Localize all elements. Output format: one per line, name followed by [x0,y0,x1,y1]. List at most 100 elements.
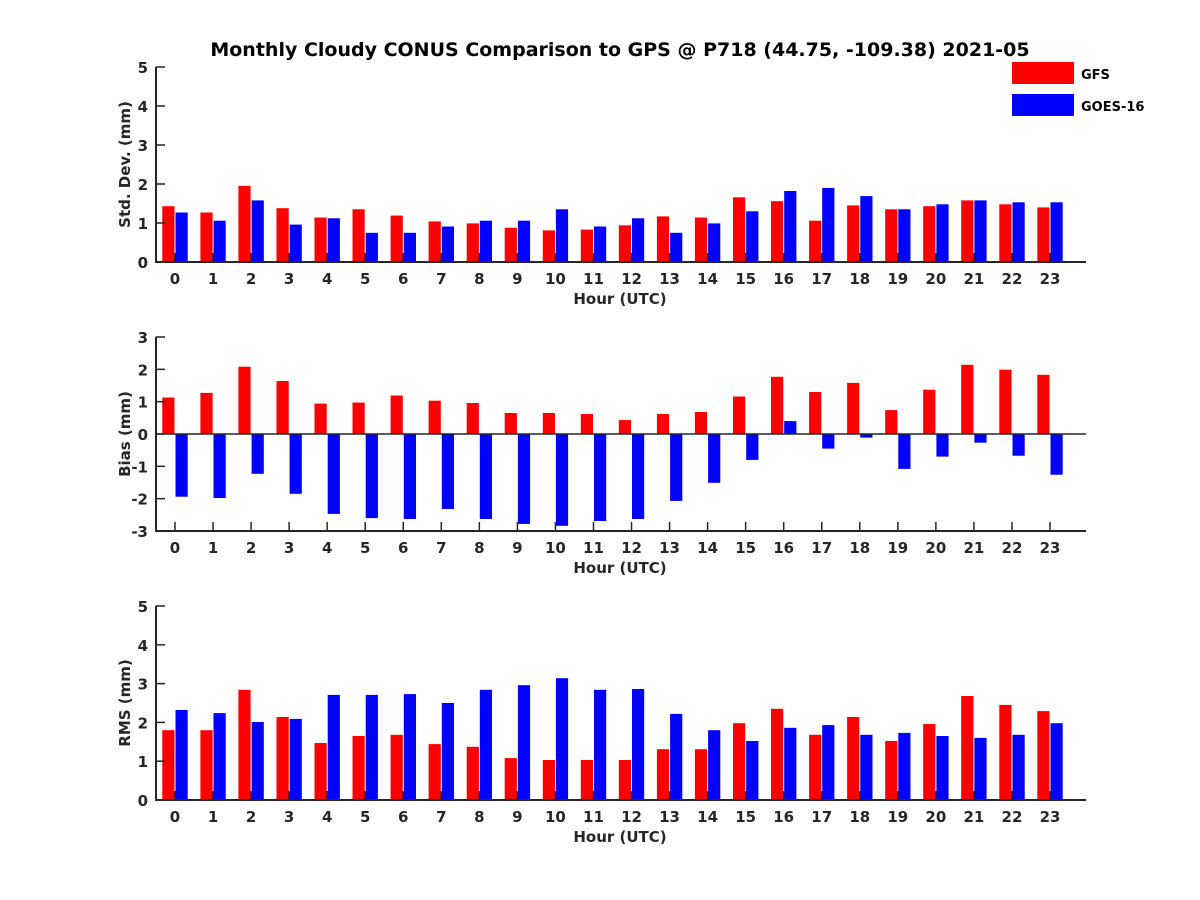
bar-goes-16-hour-22 [1012,202,1025,262]
x-tick-label: 3 [284,539,294,557]
bar-gfs-hour-14 [694,412,708,434]
legend-label-goes-16: GOES-16 [1081,100,1144,115]
bar-goes-16-hour-1 [213,713,226,800]
bar-goes-16-hour-20 [936,204,949,262]
x-tick-label: 15 [735,808,756,826]
bar-goes-16-hour-6 [403,694,416,800]
bar-gfs-hour-12 [618,225,631,262]
x-tick-label: 0 [170,539,180,557]
x-tick-label: 7 [436,808,446,826]
bar-gfs-hour-21 [961,200,974,262]
bar-goes-16-hour-1 [213,434,226,498]
bar-gfs-hour-22 [999,204,1012,262]
bar-gfs-hour-19 [885,209,898,262]
x-tick-label: 20 [925,270,946,288]
x-tick-label: 18 [849,539,870,557]
y-tick-label: 0 [138,792,148,810]
bar-gfs-hour-2 [238,366,251,434]
bar-gfs-hour-4 [314,743,327,800]
legend-label-gfs: GFS [1081,68,1110,83]
y-tick-label: 4 [138,637,148,655]
bar-goes-16-hour-12 [632,434,645,519]
bar-goes-16-hour-6 [403,232,416,263]
bar-goes-16-hour-4 [327,694,340,800]
bar-gfs-hour-0 [162,397,175,434]
bar-goes-16-hour-13 [670,434,683,501]
bar-goes-16-hour-17 [822,187,835,262]
bar-goes-16-hour-2 [251,434,264,474]
x-tick-label: 19 [887,539,908,557]
bar-gfs-hour-18 [847,205,860,262]
bar-goes-16-hour-14 [708,223,721,262]
bar-gfs-hour-16 [771,376,784,434]
y-tick-label: 5 [138,59,148,77]
bar-goes-16-hour-3 [289,224,302,262]
bar-goes-16-hour-18 [860,196,873,262]
bar-gfs-hour-5 [352,209,365,262]
bar-gfs-hour-16 [771,201,784,262]
x-tick-label: 21 [963,539,984,557]
bar-gfs-hour-9 [504,227,517,262]
bar-gfs-hour-11 [580,229,593,262]
x-tick-label: 12 [621,539,642,557]
bar-goes-16-hour-19 [898,732,911,800]
x-tick-label: 13 [659,270,680,288]
bar-goes-16-hour-10 [555,434,569,526]
x-tick-label: 14 [697,270,718,288]
y-tick-label: 0 [138,254,148,272]
bar-gfs-hour-1 [200,392,213,434]
bar-gfs-hour-14 [694,217,708,262]
x-tick-label: 16 [773,539,794,557]
bar-goes-16-hour-15 [746,741,759,800]
bar-goes-16-hour-21 [974,200,987,262]
x-tick-label: 16 [773,270,794,288]
x-tick-label: 11 [583,808,604,826]
bar-goes-16-hour-10 [555,678,569,800]
y-tick-label: 4 [138,98,148,116]
bar-gfs-hour-17 [809,392,822,434]
bar-gfs-hour-5 [352,402,365,434]
x-tick-label: 1 [208,270,218,288]
bar-goes-16-hour-2 [251,722,264,800]
x-tick-label: 20 [925,808,946,826]
bar-gfs-hour-19 [885,410,898,434]
x-tick-label: 1 [208,539,218,557]
bar-goes-16-hour-19 [898,209,911,262]
bar-goes-16-hour-5 [365,694,378,800]
x-tick-label: 0 [170,808,180,826]
x-tick-label: 14 [697,808,718,826]
bar-goes-16-hour-15 [746,434,759,460]
bar-goes-16-hour-16 [784,727,797,800]
y-tick-label: 0 [138,426,148,444]
y-tick-label: 5 [138,598,148,616]
x-tick-label: 8 [474,808,484,826]
x-tick-label: 13 [659,808,680,826]
x-axis-label: Hour (UTC) [573,559,666,577]
bar-goes-16-hour-7 [441,703,454,800]
bar-goes-16-hour-19 [898,434,911,469]
bar-goes-16-hour-8 [479,434,492,519]
bar-gfs-hour-4 [314,403,327,434]
y-tick-label: -2 [131,491,148,509]
x-tick-label: 5 [360,270,370,288]
y-axis-label: Std. Dev. (mm) [116,101,134,228]
bar-goes-16-hour-9 [517,685,531,800]
x-tick-label: 19 [887,270,908,288]
y-tick-label: -3 [131,523,148,541]
x-tick-label: 9 [512,270,522,288]
y-tick-label: 3 [138,676,148,694]
x-tick-label: 8 [474,270,484,288]
bar-goes-16-hour-3 [289,434,302,494]
x-tick-label: 3 [284,808,294,826]
bar-gfs-hour-3 [276,381,289,434]
bar-goes-16-hour-5 [365,434,378,519]
legend-swatch-goes-16 [1012,94,1074,116]
bar-goes-16-hour-7 [441,434,454,509]
x-tick-label: 9 [512,808,522,826]
bar-goes-16-hour-9 [517,220,531,262]
bar-gfs-hour-0 [162,206,175,262]
x-tick-label: 17 [811,270,832,288]
